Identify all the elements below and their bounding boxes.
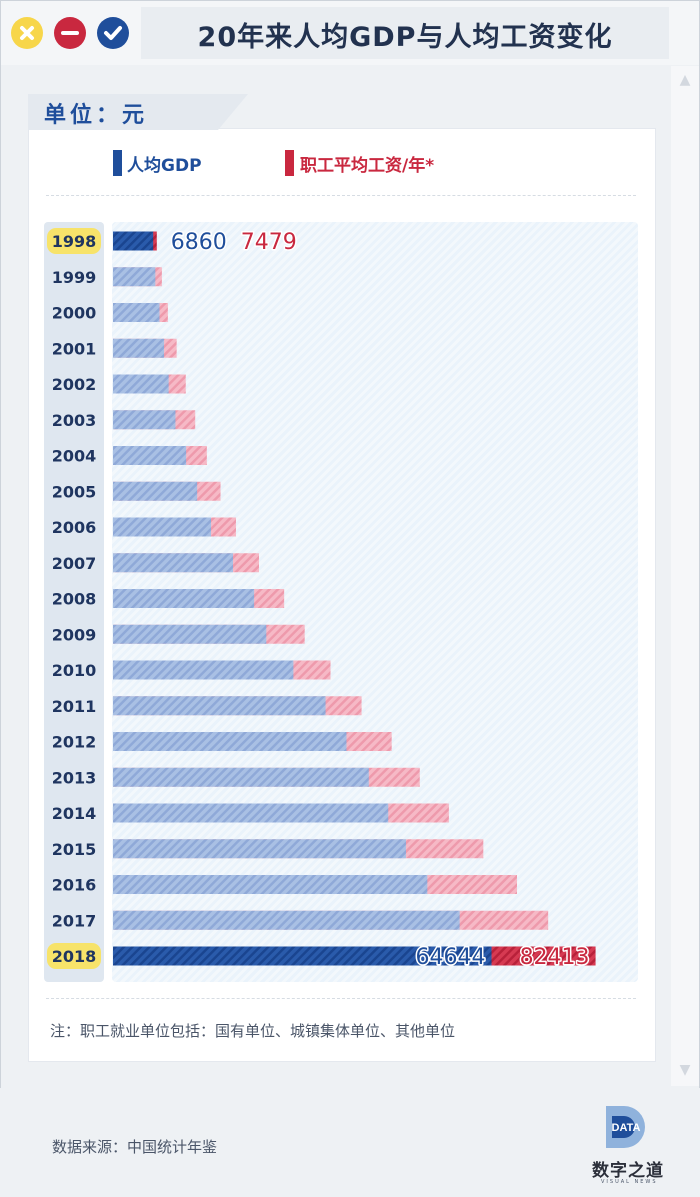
data-logo-icon: DATA xyxy=(606,1106,645,1148)
data-label-gdp: 64644 xyxy=(416,945,486,970)
year-label: 2001 xyxy=(52,339,97,358)
year-column xyxy=(44,222,104,982)
logo-text: DATA xyxy=(612,1122,641,1134)
title-bar: 20年来人均GDP与人均工资变化 xyxy=(1,1,699,65)
bar-gdp xyxy=(113,517,212,537)
bar-gdp xyxy=(113,446,187,465)
year-label: 2003 xyxy=(52,411,97,430)
bar-gdp xyxy=(113,803,389,823)
minimize-button[interactable] xyxy=(54,17,86,49)
bar-gdp xyxy=(113,767,369,787)
bar-gdp xyxy=(113,624,267,644)
minus-icon xyxy=(61,31,79,35)
year-label: 2016 xyxy=(52,876,97,895)
bar-gdp xyxy=(113,231,154,251)
check-icon xyxy=(104,26,122,40)
year-label: 2014 xyxy=(52,804,97,823)
year-highlight xyxy=(47,228,101,254)
bar-gdp xyxy=(113,410,176,430)
close-button[interactable] xyxy=(11,17,43,49)
bar-gdp xyxy=(113,839,406,859)
scroll-up-icon[interactable]: ▲ xyxy=(679,72,691,88)
year-label: 2015 xyxy=(52,840,97,859)
bar-gdp xyxy=(113,338,165,358)
year-label: 2006 xyxy=(52,518,97,537)
year-label: 2007 xyxy=(52,554,97,573)
bar-chart: 1998 6860 7479 1999 2000 2001 2002 2003 2004 2005… xyxy=(47,228,596,972)
year-label: 1999 xyxy=(52,268,97,287)
year-label: 2011 xyxy=(52,697,97,716)
bar-gdp xyxy=(113,374,169,394)
unit-tab xyxy=(28,94,248,130)
bar-gdp xyxy=(113,481,198,501)
footer xyxy=(0,1088,700,1197)
year-label: 2000 xyxy=(52,304,97,323)
divider-bottom xyxy=(46,998,636,999)
bar-gdp xyxy=(113,910,460,930)
year-label: 2005 xyxy=(52,482,97,501)
year-label: 2012 xyxy=(52,733,97,752)
legend-gdp-label: 人均GDP xyxy=(127,156,202,176)
year-label: 2010 xyxy=(52,661,97,680)
year-label: 1998 xyxy=(52,232,97,251)
scroll-down-icon[interactable]: ▼ xyxy=(679,1062,691,1078)
year-label: 2004 xyxy=(52,447,97,466)
window-title: 20年来人均GDP与人均工资变化 xyxy=(197,22,613,53)
close-icon xyxy=(20,26,34,40)
bar-gdp xyxy=(113,732,347,751)
data-label-wage: 7479 xyxy=(241,230,297,255)
year-label: 2018 xyxy=(52,947,97,966)
year-label: 2017 xyxy=(52,911,97,930)
title-box: 20年来人均GDP与人均工资变化 xyxy=(141,7,669,59)
legend-wage-label: 职工平均工资/年* xyxy=(300,156,435,176)
year-label: 2009 xyxy=(52,625,97,644)
scrollbar[interactable] xyxy=(671,66,699,1086)
data-label-gdp: 6860 xyxy=(171,230,227,255)
year-label: 2008 xyxy=(52,590,97,609)
chart-note: 注：职工就业单位包括：国有单位、城镇集体单位、其他单位 xyxy=(50,1022,456,1040)
bar-gdp xyxy=(113,267,156,287)
brand-subtitle: VISUAL NEWS xyxy=(601,1179,658,1185)
brand-name: 数字之道 xyxy=(592,1161,664,1181)
bar-gdp xyxy=(113,946,492,966)
unit-label: 单位：元 xyxy=(44,103,149,128)
data-source: 数据来源：中国统计年鉴 xyxy=(52,1138,218,1156)
year-highlight xyxy=(47,943,101,969)
legend-gdp-swatch xyxy=(113,150,122,176)
year-label: 2013 xyxy=(52,768,97,787)
bar-gdp xyxy=(113,875,428,894)
bar-gdp xyxy=(113,589,255,608)
bar-gdp xyxy=(113,660,294,680)
bar-gdp xyxy=(113,303,160,322)
divider-top xyxy=(46,195,636,196)
legend-wage-swatch xyxy=(285,150,294,176)
confirm-button[interactable] xyxy=(97,17,129,49)
bar-gdp xyxy=(113,696,326,716)
bar-gdp xyxy=(113,553,234,573)
data-label-wage: 82413 xyxy=(520,945,590,970)
year-label: 2002 xyxy=(52,375,97,394)
